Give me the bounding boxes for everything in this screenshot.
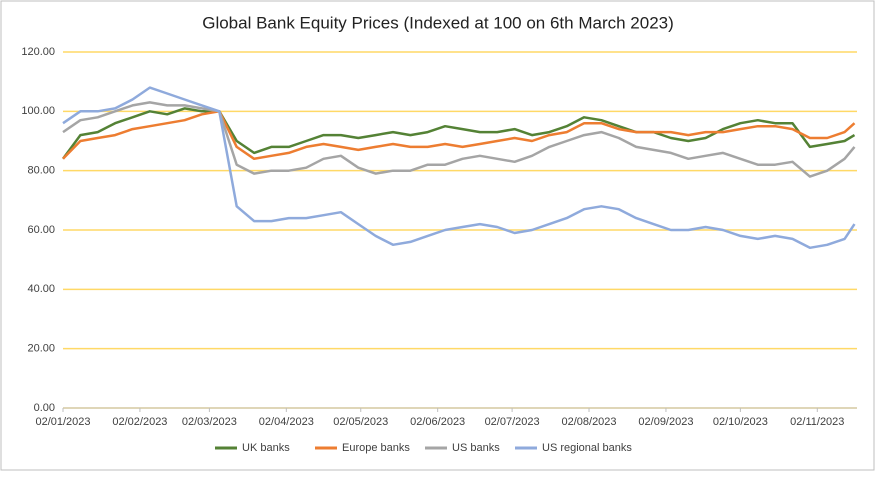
series-line [62, 110, 856, 161]
x-tick-label: 02/03/2023 [182, 416, 237, 428]
y-tick-label: 0.00 [34, 402, 55, 414]
y-tick-label: 40.00 [27, 283, 55, 295]
x-tick-label: 02/02/2023 [112, 416, 167, 428]
legend-label: US banks [452, 442, 500, 454]
legend-label: Europe banks [342, 442, 410, 454]
x-tick-label: 02/04/2023 [259, 416, 314, 428]
x-tick-label: 02/09/2023 [638, 416, 693, 428]
series-line [61, 107, 856, 160]
y-tick-label: 80.00 [27, 165, 55, 177]
chart-title: Global Bank Equity Prices (Indexed at 10… [202, 13, 674, 32]
y-tick-label: 20.00 [27, 343, 55, 355]
x-tick-label: 02/08/2023 [561, 416, 616, 428]
x-tick-label: 02/06/2023 [410, 416, 465, 428]
x-tick-label: 02/10/2023 [713, 416, 768, 428]
legend-label: US regional banks [542, 442, 632, 454]
x-tick-label: 02/11/2023 [790, 416, 844, 428]
series-line [62, 86, 856, 250]
y-tick-label: 60.00 [27, 224, 55, 236]
y-tick-label: 100.00 [21, 105, 55, 117]
x-tick-label: 02/01/2023 [35, 416, 90, 428]
x-tick-label: 02/07/2023 [485, 416, 540, 428]
x-tick-label: 02/05/2023 [333, 416, 388, 428]
y-tick-label: 120.00 [21, 46, 55, 58]
series-line [62, 101, 856, 178]
legend-label: UK banks [242, 442, 290, 454]
